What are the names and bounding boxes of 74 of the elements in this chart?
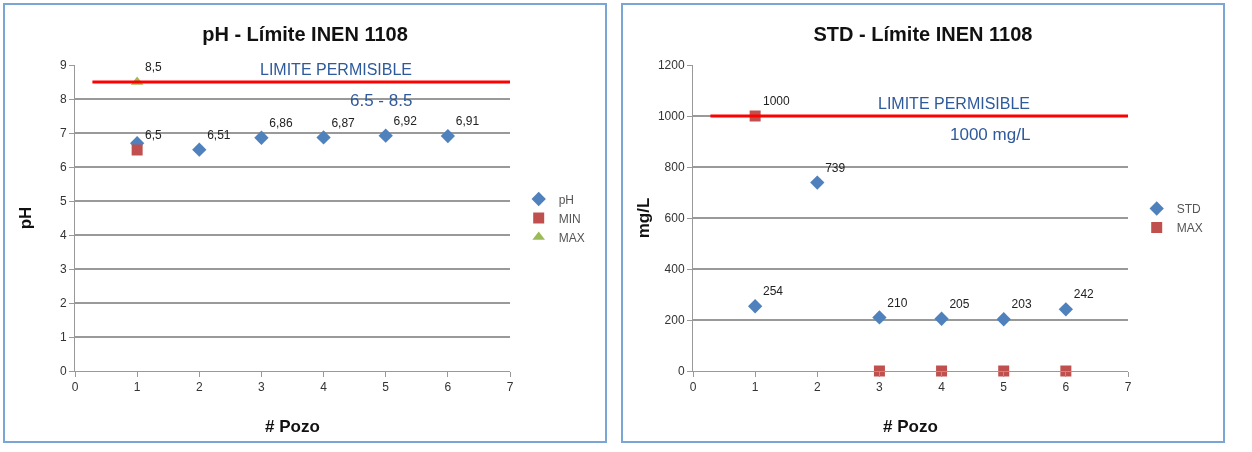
y-tick-label: 5: [59, 194, 67, 209]
y-axis-title: mg/L: [634, 197, 653, 239]
x-tick-label: 2: [813, 380, 821, 395]
x-tick-label: 5: [382, 380, 390, 395]
y-tick-label: 3: [59, 262, 67, 277]
legend-label: MAX: [558, 230, 585, 245]
data-label: 1000: [763, 94, 791, 109]
point: [934, 311, 949, 326]
point: [872, 310, 887, 325]
x-tick-label: 6: [1062, 380, 1070, 395]
x-tick-label: 1: [133, 380, 141, 395]
data-label: 8,5: [145, 60, 163, 75]
point: [316, 130, 331, 145]
y-tick-label: 800: [664, 160, 685, 175]
y-tick-label: 0: [59, 364, 67, 379]
legend-label: MIN: [558, 211, 581, 226]
x-tick-label: 3: [258, 380, 266, 395]
point: [747, 299, 763, 314]
x-tick-label: 7: [1124, 380, 1132, 395]
x-tick-label: 4: [320, 380, 328, 395]
y-tick-label: 1200: [657, 58, 685, 73]
point: [254, 130, 269, 145]
point: [996, 312, 1011, 327]
x-tick-label: 2: [195, 380, 203, 395]
y-tick-label: 400: [664, 262, 685, 277]
y-tick-label: 9: [59, 58, 67, 73]
data-label: 6,87: [331, 115, 356, 130]
point: [378, 128, 393, 143]
data-label: 254: [763, 284, 784, 299]
point: [192, 142, 207, 157]
x-tick-label: 5: [1000, 380, 1008, 395]
data-label: 203: [1011, 297, 1032, 312]
point: [810, 175, 825, 190]
y-tick-label: 8: [59, 92, 67, 107]
x-tick-label: 4: [938, 380, 946, 395]
y-tick-label: 6: [59, 160, 67, 175]
data-label: 6,51: [207, 127, 231, 142]
annotation: 6.5 - 8.5: [350, 91, 413, 110]
data-label: 205: [949, 296, 970, 311]
x-axis-title: # Pozo: [883, 417, 938, 436]
ref-line-label: LIMITE PERMISIBLE: [260, 61, 413, 78]
data-label: 6,91: [455, 114, 480, 129]
y-tick-label: 7: [59, 126, 67, 141]
y-tick-label: 4: [59, 228, 67, 243]
legend-label: pH: [558, 192, 575, 207]
x-tick-label: 1: [751, 380, 759, 395]
x-tick-label: 3: [876, 380, 884, 395]
y-tick-label: 1: [59, 330, 67, 345]
x-axis-title: # Pozo: [265, 417, 320, 436]
data-label: 739: [825, 160, 846, 175]
y-tick-label: 0: [677, 364, 685, 379]
chart-title: STD - Límite INEN 1108: [813, 22, 1033, 45]
data-label: 6,92: [393, 113, 418, 128]
x-tick-label: 6: [444, 380, 452, 395]
annotation: 1000 mg/L: [950, 125, 1031, 144]
legend-label: MAX: [1176, 221, 1203, 236]
data-label: 6,5: [145, 128, 163, 143]
x-tick-label: 7: [506, 380, 514, 395]
chart-title: pH - Límite INEN 1108: [202, 22, 408, 45]
y-axis-title: pH: [16, 206, 35, 230]
data-label: 210: [887, 295, 908, 310]
ref-line-label: LIMITE PERMISIBLE: [878, 95, 1031, 112]
y-tick-label: 2: [59, 296, 67, 311]
legend-label: STD: [1176, 202, 1202, 217]
data-label: 6,86: [269, 115, 293, 130]
data-label: 242: [1073, 287, 1095, 302]
x-tick-label: 0: [689, 380, 697, 395]
y-tick-label: 1000: [657, 109, 685, 124]
y-tick-label: 600: [664, 211, 685, 226]
y-tick-label: 200: [664, 313, 685, 328]
point: [131, 144, 143, 156]
point: [440, 128, 456, 144]
point: [1058, 302, 1074, 317]
x-tick-label: 0: [71, 380, 79, 395]
